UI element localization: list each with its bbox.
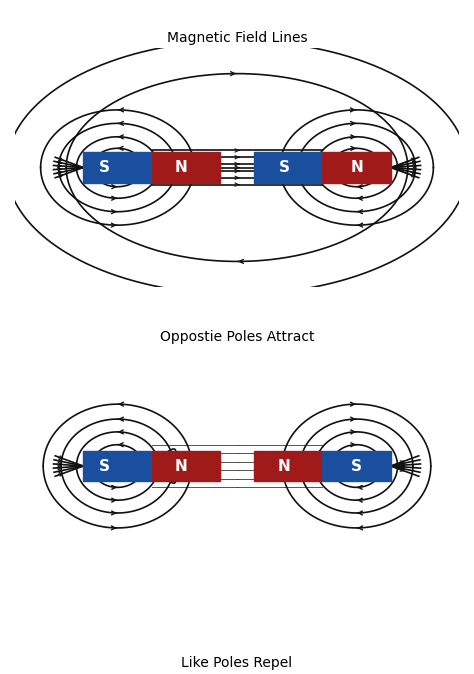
Text: N: N [350, 160, 363, 175]
Text: N: N [278, 458, 291, 474]
Bar [152, 152, 220, 183]
Text: S: S [278, 160, 290, 175]
Bar [254, 152, 322, 183]
Text: N: N [175, 458, 188, 474]
Bar [254, 451, 322, 481]
Text: a  alamy stock photo: a alamy stock photo [19, 648, 182, 663]
Text: N: N [175, 160, 188, 175]
Title: Oppostie Poles Attract: Oppostie Poles Attract [160, 330, 314, 344]
Text: S: S [99, 458, 110, 474]
Text: Like Poles Repel: Like Poles Repel [182, 656, 292, 670]
Bar [322, 152, 391, 183]
Title: Magnetic Field Lines: Magnetic Field Lines [167, 32, 307, 45]
Text: G156MK: G156MK [414, 643, 455, 653]
Text: S: S [351, 458, 362, 474]
Bar [83, 152, 152, 183]
Bar [83, 451, 152, 481]
Bar [322, 451, 391, 481]
Text: www.alamy.com: www.alamy.com [376, 658, 455, 668]
Bar [152, 451, 220, 481]
Text: S: S [99, 160, 110, 175]
